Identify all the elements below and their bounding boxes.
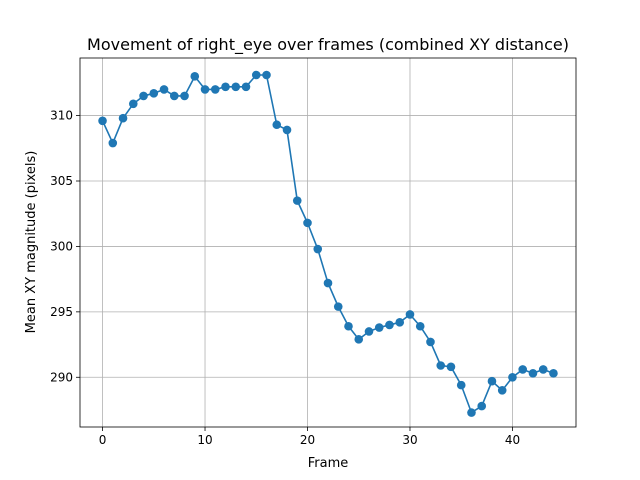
data-point — [446, 362, 456, 372]
data-point — [241, 82, 251, 92]
data-point — [221, 82, 230, 92]
data-point — [169, 91, 179, 101]
data-point — [251, 70, 261, 80]
y-axis-label: Mean XY magnitude (pixels) — [24, 151, 39, 334]
data-point — [323, 278, 333, 288]
data-point — [497, 386, 507, 395]
data-point — [262, 70, 271, 80]
data-point — [477, 401, 487, 411]
data-point — [549, 369, 558, 378]
data-point — [344, 321, 353, 331]
data-point — [292, 196, 302, 205]
data-point — [467, 408, 476, 417]
data-point — [149, 89, 159, 98]
data-point — [108, 138, 118, 148]
x-axis: 0 10 20 30 40 — [99, 427, 520, 447]
data-point — [210, 85, 220, 94]
data-point — [538, 365, 548, 374]
data-point — [436, 361, 446, 370]
x-tick-label: 20 — [300, 433, 315, 447]
data-point — [374, 323, 384, 332]
data-point — [231, 82, 241, 92]
data-point — [456, 380, 466, 390]
x-tick-label: 30 — [402, 433, 417, 447]
data-point — [333, 302, 343, 311]
y-tick-label: 300 — [50, 239, 73, 253]
data-point — [139, 91, 148, 101]
data-point — [200, 85, 210, 94]
data-point — [528, 369, 538, 378]
data-point — [405, 310, 415, 319]
x-axis-label: Frame — [308, 456, 349, 471]
data-point — [98, 116, 107, 126]
x-tick-label: 40 — [505, 433, 520, 447]
chart-title: Movement of right_eye over frames (combi… — [87, 35, 569, 55]
data-point — [415, 321, 425, 331]
data-point — [313, 244, 323, 254]
data-point — [118, 113, 128, 123]
y-tick-label: 305 — [50, 174, 73, 188]
y-axis: 290 295 300 305 310 — [50, 109, 80, 384]
data-point — [282, 125, 292, 135]
series-line — [101, 74, 554, 414]
y-tick-label: 290 — [50, 370, 73, 384]
y-tick-label: 295 — [50, 305, 73, 319]
series — [98, 70, 558, 417]
data-point — [395, 318, 405, 327]
data-point — [426, 337, 435, 347]
data-point — [128, 99, 138, 109]
x-tick-label: 10 — [197, 433, 212, 447]
data-point — [190, 72, 200, 81]
data-point — [385, 320, 394, 330]
x-tick-label: 0 — [99, 433, 107, 447]
data-point — [159, 85, 169, 94]
data-point — [508, 372, 517, 382]
plot-frame — [79, 57, 577, 428]
data-point — [487, 376, 497, 386]
y-tick-label: 310 — [50, 109, 73, 123]
data-point — [180, 91, 189, 101]
data-point — [364, 327, 374, 336]
grid — [80, 58, 576, 427]
data-point — [272, 120, 282, 130]
data-point — [518, 365, 528, 374]
data-point — [354, 335, 364, 344]
data-point — [303, 218, 312, 228]
